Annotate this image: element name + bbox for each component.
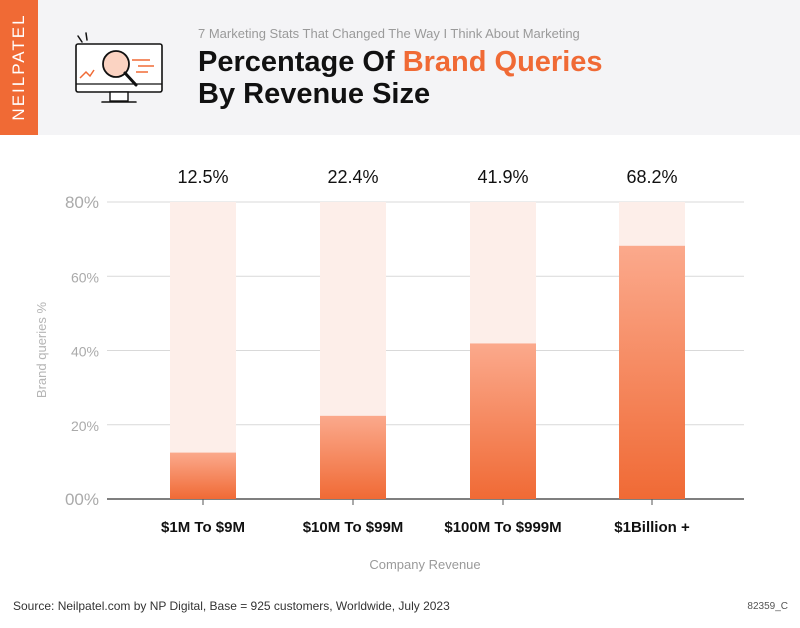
- x-tick-label: $1Billion +: [614, 519, 690, 536]
- chart-title-part1: Percentage Of: [198, 46, 403, 78]
- brand-logo: NEILPATEL: [9, 13, 28, 121]
- brand-strip: NEILPATEL: [0, 0, 38, 135]
- header: NEILPATEL 7 Marketing Stats That Changed…: [0, 0, 800, 135]
- chart-title: Percentage Of Brand Queries By Revenue S…: [198, 46, 603, 110]
- y-tick-label: 20%: [71, 418, 99, 434]
- x-tick-label: $1M To $9M: [161, 519, 245, 536]
- bar: [320, 415, 386, 499]
- x-tick-label: $100M To $999M: [444, 519, 561, 536]
- monitor-search-icon: [75, 32, 163, 103]
- chart-title-part2: By Revenue Size: [198, 78, 431, 110]
- data-label: 22.4%: [327, 167, 378, 187]
- image-code: 82359_C: [747, 601, 788, 612]
- bar: [619, 245, 685, 499]
- y-tick-label: 80%: [65, 193, 99, 212]
- chart-title-highlight: Brand Queries: [402, 46, 603, 78]
- data-label: 12.5%: [177, 167, 228, 187]
- y-tick-label: 60%: [71, 269, 99, 285]
- bar-track: [170, 202, 236, 499]
- source-note: Source: Neilpatel.com by NP Digital, Bas…: [13, 599, 450, 613]
- y-tick-label: 40%: [71, 344, 99, 360]
- data-label: 68.2%: [626, 167, 677, 187]
- bar: [470, 343, 536, 499]
- x-axis-label: Company Revenue: [369, 557, 480, 572]
- y-tick-label: 00%: [65, 490, 99, 509]
- x-tick-label: $10M To $99M: [303, 519, 404, 536]
- bar: [170, 452, 236, 499]
- data-label: 41.9%: [477, 167, 528, 187]
- bar-chart: 00% 20% 40% 60% 80% 12.5% $1M To $9M 22.4% $10M …: [34, 167, 744, 572]
- chart-subtitle: 7 Marketing Stats That Changed The Way I…: [198, 26, 580, 41]
- y-axis-label: Brand queries %: [34, 302, 49, 399]
